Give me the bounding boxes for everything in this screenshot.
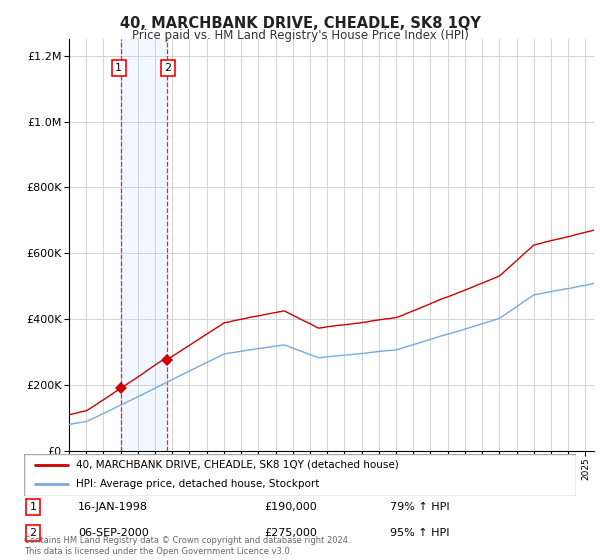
Text: Contains HM Land Registry data © Crown copyright and database right 2024.
This d: Contains HM Land Registry data © Crown c… [24,536,350,556]
Text: 06-SEP-2000: 06-SEP-2000 [78,528,149,538]
Text: HPI: Average price, detached house, Stockport: HPI: Average price, detached house, Stoc… [76,479,320,489]
Text: £190,000: £190,000 [264,502,317,512]
Text: £275,000: £275,000 [264,528,317,538]
Text: Price paid vs. HM Land Registry's House Price Index (HPI): Price paid vs. HM Land Registry's House … [131,29,469,42]
Text: 95% ↑ HPI: 95% ↑ HPI [390,528,449,538]
Text: 1: 1 [29,502,37,512]
Text: 2: 2 [29,528,37,538]
Text: 1: 1 [115,63,122,73]
Text: 40, MARCHBANK DRIVE, CHEADLE, SK8 1QY: 40, MARCHBANK DRIVE, CHEADLE, SK8 1QY [119,16,481,31]
Bar [121,39,167,451]
Text: 40, MARCHBANK DRIVE, CHEADLE, SK8 1QY (detached house): 40, MARCHBANK DRIVE, CHEADLE, SK8 1QY (d… [76,460,399,470]
Text: 2: 2 [164,63,171,73]
Text: 16-JAN-1998: 16-JAN-1998 [78,502,148,512]
Text: 79% ↑ HPI: 79% ↑ HPI [390,502,449,512]
